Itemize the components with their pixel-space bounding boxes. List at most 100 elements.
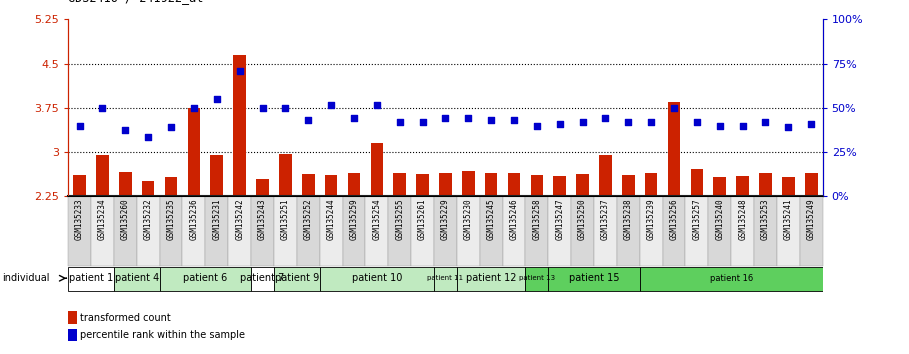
Bar — [576, 174, 589, 196]
Text: GSM135241: GSM135241 — [784, 199, 793, 240]
Bar — [754, 196, 777, 266]
Bar — [96, 155, 109, 196]
Text: patient 6: patient 6 — [184, 273, 227, 283]
Bar — [571, 196, 594, 266]
Bar — [365, 196, 388, 266]
Bar — [508, 173, 520, 196]
Text: patient 9: patient 9 — [275, 273, 319, 283]
Bar — [234, 55, 246, 196]
Bar — [302, 174, 315, 196]
Bar — [187, 108, 200, 196]
Point — [324, 102, 338, 108]
Bar — [782, 177, 794, 196]
Bar — [114, 196, 136, 266]
Point — [438, 115, 453, 121]
Bar — [142, 181, 155, 196]
Bar — [622, 175, 634, 196]
Point — [758, 119, 773, 124]
Text: GSM135261: GSM135261 — [418, 199, 427, 240]
Bar — [457, 267, 525, 291]
Text: GSM135258: GSM135258 — [533, 199, 542, 240]
Point — [141, 135, 155, 140]
Bar — [484, 173, 497, 196]
Bar — [279, 154, 292, 196]
Bar — [228, 196, 251, 266]
Point — [644, 119, 658, 124]
Text: patient 11: patient 11 — [427, 275, 464, 281]
Bar — [531, 175, 544, 196]
Text: GSM135236: GSM135236 — [189, 199, 198, 240]
Bar — [731, 196, 754, 266]
Bar — [691, 169, 704, 196]
Bar — [256, 179, 269, 196]
Point — [346, 115, 361, 121]
Bar — [68, 267, 114, 291]
Bar — [462, 171, 474, 196]
Bar — [548, 196, 571, 266]
Bar — [119, 172, 132, 196]
Bar — [554, 176, 566, 196]
Text: patient 12: patient 12 — [466, 273, 516, 283]
Text: patient 15: patient 15 — [569, 273, 619, 283]
Bar — [480, 196, 503, 266]
Text: GSM135260: GSM135260 — [121, 199, 130, 240]
Bar — [297, 196, 320, 266]
Point — [575, 119, 590, 124]
Point — [713, 123, 727, 129]
Bar — [68, 196, 91, 266]
Bar — [548, 267, 640, 291]
Bar — [644, 173, 657, 196]
Point — [553, 121, 567, 127]
Text: GDS2416 / 241922_at: GDS2416 / 241922_at — [68, 0, 204, 4]
Bar — [68, 311, 76, 324]
Text: GSM135253: GSM135253 — [761, 199, 770, 240]
Bar — [68, 329, 76, 341]
Bar — [411, 196, 434, 266]
Text: GSM135242: GSM135242 — [235, 199, 245, 240]
Bar — [251, 267, 274, 291]
Point — [735, 123, 750, 129]
Bar — [371, 143, 383, 196]
Point — [118, 127, 133, 133]
Text: GSM135234: GSM135234 — [98, 199, 107, 240]
Bar — [805, 173, 817, 196]
Point — [461, 115, 475, 121]
Point — [233, 68, 247, 74]
Bar — [663, 196, 685, 266]
Bar — [388, 196, 411, 266]
Text: GSM135246: GSM135246 — [510, 199, 518, 240]
Text: patient 16: patient 16 — [710, 274, 753, 283]
Text: GSM135255: GSM135255 — [395, 199, 405, 240]
Bar — [274, 267, 320, 291]
Text: individual: individual — [2, 273, 49, 283]
Text: GSM135257: GSM135257 — [693, 199, 702, 240]
Point — [255, 105, 270, 111]
Bar — [325, 175, 337, 196]
Bar — [183, 196, 205, 266]
Bar — [320, 267, 434, 291]
Bar — [640, 196, 663, 266]
Text: patient 1: patient 1 — [69, 273, 113, 283]
Text: GSM135251: GSM135251 — [281, 199, 290, 240]
Point — [393, 119, 407, 124]
Bar — [160, 267, 251, 291]
Bar — [320, 196, 343, 266]
Text: percentile rank within the sample: percentile rank within the sample — [80, 330, 245, 340]
Point — [73, 123, 87, 129]
Text: patient 10: patient 10 — [352, 273, 402, 283]
Text: GSM135245: GSM135245 — [486, 199, 495, 240]
Text: GSM135249: GSM135249 — [806, 199, 815, 240]
Text: GSM135252: GSM135252 — [304, 199, 313, 240]
Text: patient 4: patient 4 — [115, 273, 159, 283]
Bar — [434, 267, 457, 291]
Text: GSM135240: GSM135240 — [715, 199, 724, 240]
Text: GSM135237: GSM135237 — [601, 199, 610, 240]
Point — [186, 105, 201, 111]
Bar — [114, 267, 160, 291]
Bar — [714, 177, 726, 196]
Text: GSM135233: GSM135233 — [75, 199, 85, 240]
Bar — [251, 196, 274, 266]
Text: GSM135231: GSM135231 — [213, 199, 221, 240]
Bar — [736, 176, 749, 196]
Bar — [347, 173, 360, 196]
